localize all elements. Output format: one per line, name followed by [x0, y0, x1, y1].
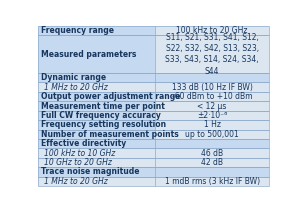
Bar — [155, 26, 269, 35]
Bar — [38, 101, 155, 111]
Bar — [155, 73, 269, 83]
Bar — [155, 120, 269, 130]
Text: 46 dB: 46 dB — [201, 149, 223, 158]
Bar — [155, 158, 269, 167]
Text: 42 dB: 42 dB — [201, 158, 223, 167]
Text: Frequency range: Frequency range — [40, 26, 114, 35]
Text: 1 mdB rms (3 kHz IF BW): 1 mdB rms (3 kHz IF BW) — [164, 177, 260, 186]
Bar — [38, 130, 155, 139]
Bar — [155, 177, 269, 186]
Text: 1 Hz: 1 Hz — [204, 120, 220, 129]
Text: ±2·10⁻⁶: ±2·10⁻⁶ — [197, 111, 227, 120]
Bar — [38, 73, 155, 83]
Bar — [155, 35, 269, 73]
Bar — [38, 139, 155, 148]
Text: -60 dBm to +10 dBm: -60 dBm to +10 dBm — [172, 92, 252, 101]
Text: 100 kHz to 20 GHz: 100 kHz to 20 GHz — [176, 26, 248, 35]
Bar — [38, 35, 155, 73]
Text: Trace noise magnitude: Trace noise magnitude — [40, 168, 139, 176]
Text: 133 dB (10 Hz IF BW): 133 dB (10 Hz IF BW) — [172, 83, 253, 92]
Text: Number of measurement points: Number of measurement points — [40, 130, 178, 139]
Bar — [155, 83, 269, 92]
Bar — [38, 158, 155, 167]
Bar — [38, 167, 155, 177]
Bar — [155, 111, 269, 120]
Bar — [38, 120, 155, 130]
Bar — [155, 148, 269, 158]
Text: up to 500,001: up to 500,001 — [185, 130, 239, 139]
Text: Output power adjustment range: Output power adjustment range — [40, 92, 180, 101]
Text: Full CW frequency accuracy: Full CW frequency accuracy — [40, 111, 160, 120]
Bar — [155, 101, 269, 111]
Text: 100 kHz to 10 GHz: 100 kHz to 10 GHz — [44, 149, 116, 158]
Text: Dynamic range: Dynamic range — [40, 73, 106, 82]
Text: Measured parameters: Measured parameters — [40, 50, 136, 59]
Text: Effective directivity: Effective directivity — [40, 139, 126, 148]
Bar — [38, 177, 155, 186]
Text: 1 MHz to 20 GHz: 1 MHz to 20 GHz — [44, 83, 108, 92]
Text: Frequency setting resolution: Frequency setting resolution — [40, 120, 166, 129]
Bar — [38, 92, 155, 101]
Bar — [38, 83, 155, 92]
Text: S11, S21, S31, S41, S12,
S22, S32, S42, S13, S23,
S33, S43, S14, S24, S34,
S44: S11, S21, S31, S41, S12, S22, S32, S42, … — [165, 33, 259, 76]
Bar — [38, 26, 155, 35]
Bar — [38, 111, 155, 120]
Bar — [155, 92, 269, 101]
Text: < 12 μs: < 12 μs — [197, 102, 227, 110]
Text: Measurement time per point: Measurement time per point — [40, 102, 164, 110]
Bar — [38, 148, 155, 158]
Bar — [155, 130, 269, 139]
Text: 1 MHz to 20 GHz: 1 MHz to 20 GHz — [44, 177, 108, 186]
Bar — [155, 167, 269, 177]
Bar — [155, 139, 269, 148]
Text: 10 GHz to 20 GHz: 10 GHz to 20 GHz — [44, 158, 112, 167]
